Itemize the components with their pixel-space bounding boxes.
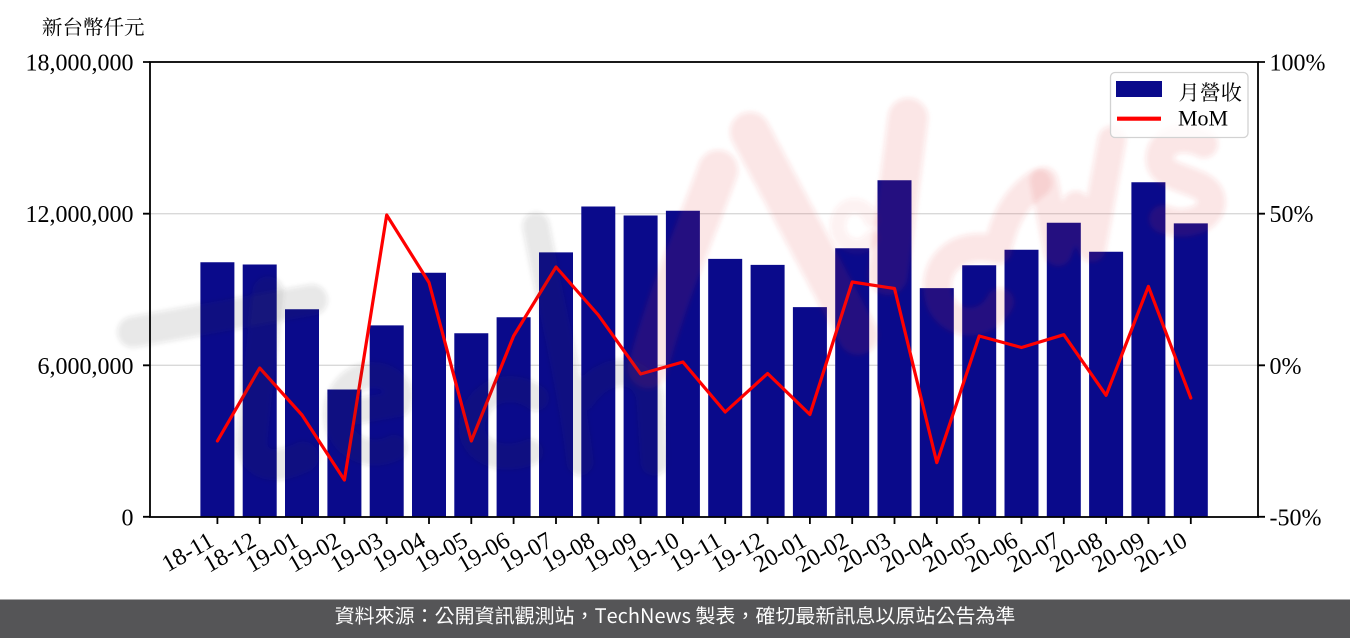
svg-text:100%: 100% — [1270, 51, 1326, 77]
svg-text:0%: 0% — [1270, 354, 1302, 380]
svg-text:18,000,000: 18,000,000 — [26, 51, 134, 77]
svg-text:-50%: -50% — [1270, 505, 1322, 531]
svg-text:6,000,000: 6,000,000 — [38, 354, 134, 380]
svg-text:12,000,000: 12,000,000 — [26, 202, 134, 228]
svg-text:0: 0 — [122, 505, 134, 531]
svg-text:50%: 50% — [1270, 202, 1314, 228]
svg-text:MoM: MoM — [1178, 106, 1228, 131]
